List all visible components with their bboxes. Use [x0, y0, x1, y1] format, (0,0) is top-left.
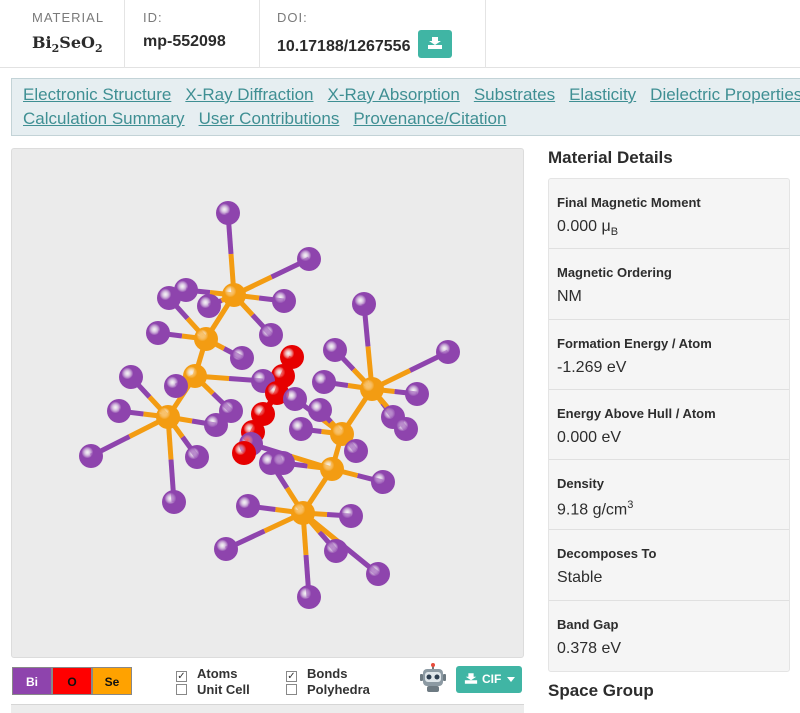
atom-bi — [204, 413, 228, 437]
download-icon — [428, 37, 443, 49]
atom-bi — [283, 387, 307, 411]
legend-se[interactable]: Se — [92, 667, 132, 695]
crystal-structure-viewer[interactable] — [11, 148, 524, 658]
atom-bi — [259, 323, 283, 347]
atom-bi — [216, 201, 240, 225]
space-group-title: Space Group — [548, 681, 654, 700]
atom-bi — [164, 374, 188, 398]
checkbox-unit-cell[interactable] — [176, 684, 187, 695]
material-header: MATERIAL Bi2SeO2 ID: mp-552098 DOI: 10.1… — [0, 0, 800, 68]
atom-se — [360, 377, 384, 401]
tab-xray-diffraction[interactable]: X-Ray Diffraction — [185, 85, 314, 104]
material-cell: MATERIAL Bi2SeO2 — [0, 0, 125, 68]
atom-se — [330, 422, 354, 446]
detail-band-gap: Band Gap 0.378 eV — [557, 616, 622, 657]
atom-bi — [272, 289, 296, 313]
atom-bi — [339, 504, 363, 528]
toggle-bonds[interactable]: ✓ Bonds — [286, 666, 348, 682]
tab-row-1: Electronic Structure X-Ray Diffraction X-R… — [23, 85, 800, 109]
material-label: MATERIAL — [32, 10, 105, 25]
id-cell: ID: mp-552098 — [125, 0, 260, 68]
checkbox-bonds[interactable]: ✓ — [286, 671, 297, 682]
detail-density: Density 9.18 g/cm3 — [549, 460, 789, 531]
atom-bi — [157, 286, 181, 310]
atom-se — [222, 283, 246, 307]
detail-magnetic-moment: Final Magnetic Moment 0.000 μB — [549, 179, 789, 250]
atom-se — [291, 501, 315, 525]
atom-bi — [308, 398, 332, 422]
atom-bi — [289, 417, 313, 441]
atom-bi — [197, 294, 221, 318]
cif-download-dropdown[interactable]: CIF — [456, 666, 522, 693]
tab-provenance-citation[interactable]: Provenance/Citation — [353, 109, 507, 128]
atom-bi — [297, 585, 321, 609]
material-details-title: Material Details — [548, 148, 673, 167]
atom-se — [183, 364, 207, 388]
atom-bi — [352, 292, 376, 316]
atom-bi — [79, 444, 103, 468]
material-formula: Bi2SeO2 — [32, 33, 103, 56]
atom-bi — [323, 338, 347, 362]
atom-o — [280, 345, 304, 369]
atom-bi — [405, 382, 429, 406]
tab-calculation-summary[interactable]: Calculation Summary — [23, 109, 185, 128]
toggle-atoms[interactable]: ✓ Atoms — [176, 666, 238, 682]
id-label: ID: — [143, 10, 163, 25]
atom-bi — [185, 445, 209, 469]
atom-bi — [271, 451, 295, 475]
atom-bi — [297, 247, 321, 271]
crystal-structure-canvas[interactable] — [12, 149, 523, 657]
tab-row-2: Calculation Summary User Contributions Pro… — [23, 109, 800, 133]
detail-energy-above-hull: Energy Above Hull / Atom 0.000 eV — [549, 390, 789, 461]
atom-bi — [236, 494, 260, 518]
doi-download-button[interactable] — [418, 30, 453, 58]
atom-bi — [394, 417, 418, 441]
atom-se — [156, 405, 180, 429]
atom-bi — [371, 470, 395, 494]
toggle-polyhedra[interactable]: Polyhedra — [286, 682, 370, 697]
atom-bi — [324, 539, 348, 563]
atom-se — [194, 327, 218, 351]
legend-bi[interactable]: Bi — [12, 667, 52, 695]
legend-o[interactable]: O — [52, 667, 92, 695]
atom-bi — [344, 439, 368, 463]
atom-bi — [312, 370, 336, 394]
chevron-down-icon — [507, 677, 515, 682]
checkbox-polyhedra[interactable] — [286, 684, 297, 695]
atom-bi — [107, 399, 131, 423]
detail-magnetic-ordering: Magnetic Ordering NM — [549, 249, 789, 320]
detail-decomposes-to: Decomposes To Stable — [549, 530, 789, 601]
atom-o — [232, 441, 256, 465]
doi-value: 10.17188/1267556 — [277, 38, 411, 56]
atom-bi — [162, 490, 186, 514]
download-icon — [464, 673, 478, 684]
atom-bi — [230, 346, 254, 370]
next-panel-edge — [11, 704, 524, 713]
atom-bi — [219, 399, 243, 423]
checkbox-atoms[interactable]: ✓ — [176, 671, 187, 682]
detail-formation-energy: Formation Energy / Atom -1.269 eV — [549, 320, 789, 390]
atom-o — [251, 402, 275, 426]
atom-bi — [436, 340, 460, 364]
tab-dielectric-properties[interactable]: Dielectric Properties — [650, 85, 800, 104]
tab-electronic-structure[interactable]: Electronic Structure — [23, 85, 172, 104]
robot-icon[interactable] — [418, 663, 448, 693]
material-id: mp-552098 — [143, 33, 226, 50]
doi-label: DOI: — [277, 10, 308, 25]
toggle-unit-cell[interactable]: Unit Cell — [176, 682, 250, 697]
material-details-panel: Final Magnetic Moment 0.000 μB Magnetic … — [548, 178, 790, 673]
doi-cell: DOI: 10.17188/1267556 — [260, 0, 486, 68]
property-tabs: Electronic Structure X-Ray Diffraction X-R… — [11, 78, 800, 136]
atom-se — [320, 457, 344, 481]
tab-user-contributions[interactable]: User Contributions — [198, 109, 340, 128]
doi-row: 10.17188/1267556 — [277, 30, 485, 61]
tab-substrates[interactable]: Substrates — [473, 85, 556, 104]
atom-bi — [119, 365, 143, 389]
tab-xray-absorption[interactable]: X-Ray Absorption — [327, 85, 460, 104]
atom-bi — [366, 562, 390, 586]
atom-bi — [214, 537, 238, 561]
atom-bi — [146, 321, 170, 345]
cif-label: CIF — [482, 672, 502, 686]
tab-elasticity[interactable]: Elasticity — [569, 85, 637, 104]
